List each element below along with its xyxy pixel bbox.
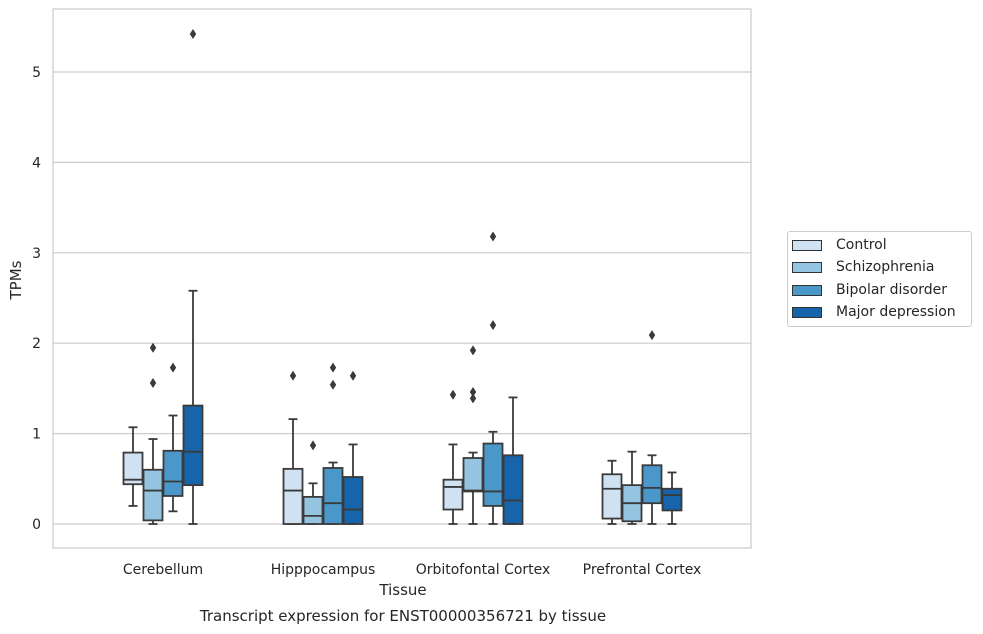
y-tick-label: 4 (32, 155, 41, 171)
outlier-point (309, 440, 317, 451)
plot-frame (52, 8, 752, 549)
box-body (462, 457, 484, 493)
legend-swatch-bipolar-disorder (792, 284, 822, 296)
box-control-2 (442, 389, 464, 525)
box-body (601, 473, 623, 520)
box-major-depression-2 (502, 396, 524, 525)
outlier-point (349, 370, 357, 381)
outlier-point (469, 387, 477, 398)
box-body (502, 454, 524, 525)
outlier-point (469, 345, 477, 356)
box-bipolar-disorder-1 (322, 362, 344, 525)
outlier-point (189, 29, 197, 40)
box-major-depression-1 (342, 370, 364, 525)
outlier-point (289, 370, 297, 381)
box-schizophrenia-1 (302, 440, 324, 525)
legend-item-bipolar-disorder: Bipolar disorder (792, 280, 947, 300)
legend-item-schizophrenia: Schizophrenia (792, 257, 934, 277)
legend: Control Schizophrenia Bipolar disorder M… (787, 231, 972, 327)
legend-label-control: Control (836, 237, 887, 253)
x-tick-label: Cerebellum (123, 562, 203, 578)
box-body (142, 468, 164, 522)
x-axis-title: Tissue (379, 581, 427, 599)
y-tick-label: 1 (32, 427, 41, 443)
box-body (302, 495, 324, 525)
box-body (162, 449, 184, 497)
outlier-point (449, 389, 457, 400)
box-major-depression-3 (661, 471, 683, 525)
box-body (661, 487, 683, 512)
y-tick-label: 2 (32, 336, 41, 352)
outlier-point (489, 231, 497, 242)
x-tick-label: Hipppocampus (271, 562, 376, 578)
outlier-point (648, 330, 656, 341)
y-tick-label: 3 (32, 246, 41, 262)
x-tick-label: Prefrontal Cortex (583, 562, 702, 578)
legend-swatch-major-depression (792, 306, 822, 318)
outlier-point (489, 320, 497, 331)
outlier-point (169, 362, 177, 373)
legend-swatch-schizophrenia (792, 261, 822, 273)
box-control-1 (282, 370, 304, 525)
box-schizophrenia-0 (142, 342, 164, 525)
x-tick-label: Orbitofontal Cortex (416, 562, 551, 578)
box-body (182, 404, 204, 487)
box-major-depression-0 (182, 29, 204, 525)
y-tick-label: 5 (32, 65, 41, 81)
outlier-point (149, 377, 157, 388)
box-schizophrenia-2 (462, 345, 484, 525)
outlier-point (469, 393, 477, 404)
box-body (442, 478, 464, 511)
box-bipolar-disorder-2 (482, 231, 504, 525)
box-bipolar-disorder-3 (641, 330, 663, 525)
box-body (641, 464, 663, 505)
outlier-point (149, 342, 157, 353)
box-body (342, 476, 364, 525)
chart-caption: Transcript expression for ENST0000035672… (199, 607, 607, 625)
legend-label-bipolar-disorder: Bipolar disorder (836, 282, 948, 298)
box-body (322, 467, 344, 525)
box-bipolar-disorder-0 (162, 362, 184, 513)
box-control-0 (122, 426, 144, 507)
x-axis-ticks: Cerebellum Hipppocampus Orbitofontal Corte… (123, 562, 701, 578)
box-body (122, 451, 144, 486)
gridlines (53, 71, 751, 525)
legend-label-schizophrenia: Schizophrenia (836, 259, 935, 275)
legend-item-control: Control (792, 235, 887, 255)
legend-swatch-control (792, 239, 822, 251)
y-axis-title: TPMs (7, 260, 25, 300)
outlier-point (329, 362, 337, 373)
boxes (122, 29, 683, 525)
legend-item-major-depression: Major depression (792, 302, 956, 322)
outlier-point (329, 379, 337, 390)
box-schizophrenia-3 (621, 450, 643, 525)
box-body (482, 442, 504, 507)
box-control-3 (601, 459, 623, 525)
legend-label-major-depression: Major depression (836, 304, 956, 320)
y-axis-ticks: 0 1 2 3 4 5 (32, 65, 41, 533)
y-tick-label: 0 (32, 517, 41, 533)
box-body (282, 467, 304, 525)
